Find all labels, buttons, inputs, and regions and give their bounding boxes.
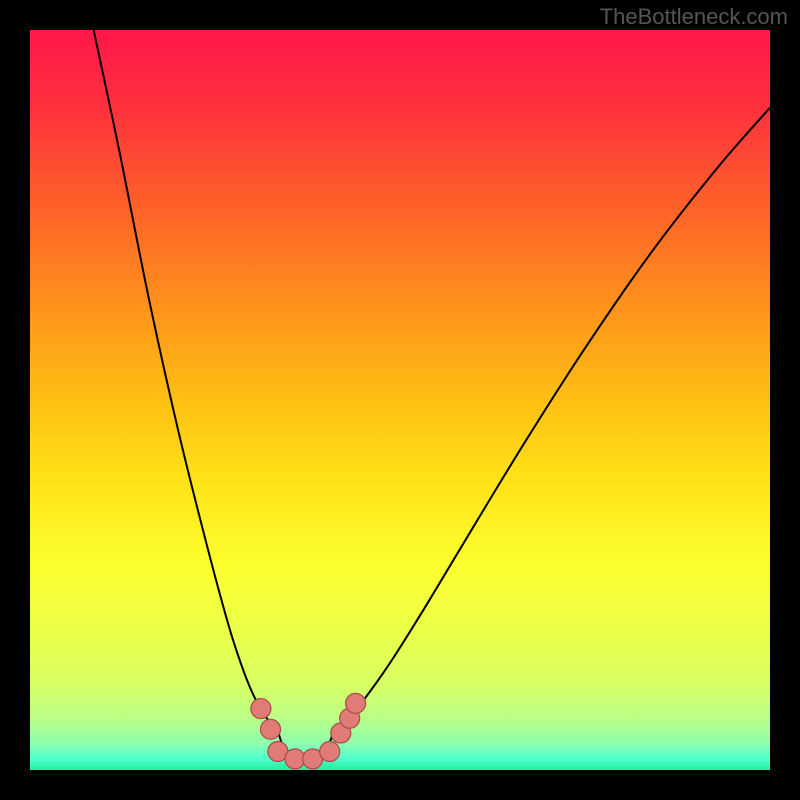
plot-background (30, 30, 770, 770)
chart-svg (0, 0, 800, 800)
marker-point (251, 699, 271, 719)
chart-container: TheBottleneck.com (0, 0, 800, 800)
marker-point (320, 742, 340, 762)
marker-point (285, 749, 305, 769)
marker-point (261, 719, 281, 739)
watermark-text: TheBottleneck.com (600, 4, 788, 30)
marker-point (346, 693, 366, 713)
